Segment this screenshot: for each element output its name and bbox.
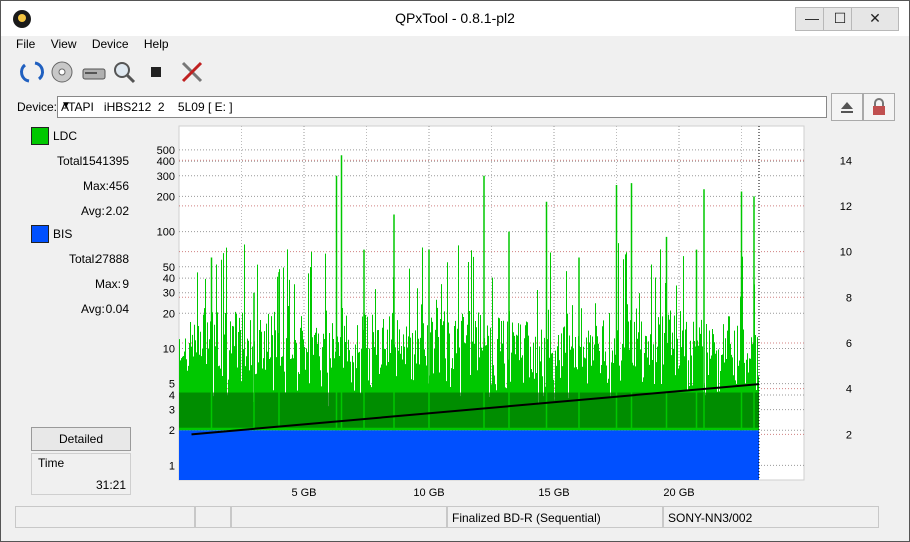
- lock-icon: [873, 98, 885, 115]
- menu-help[interactable]: Help: [143, 37, 169, 51]
- y-left-tick-label: 100: [157, 227, 175, 239]
- y-right-tick-label: 12: [840, 201, 852, 213]
- bis-avg-value: 0.04: [105, 302, 129, 316]
- ldc-label: LDC: [53, 129, 78, 143]
- ldc-avg-value: 2.02: [105, 204, 129, 218]
- y-right-tick-label: 4: [846, 384, 852, 396]
- y-left-tick-label: 500: [157, 145, 175, 157]
- y-left-tick-label: 2: [169, 425, 175, 437]
- y-left-tick-label: 400: [157, 156, 175, 168]
- disc-type-text: Finalized BD-R (Sequential): [452, 511, 601, 525]
- x-tick-label: 20 GB: [663, 487, 694, 499]
- device-select[interactable]: ATAPI iHBS212 2 5L09 [ E: ] ▼: [57, 96, 827, 118]
- time-box: Time 31:21: [31, 453, 131, 495]
- x-tick-label: 15 GB: [538, 487, 569, 499]
- time-label: Time: [38, 456, 65, 470]
- tools-icon[interactable]: [179, 59, 205, 85]
- status-bar: Finalized BD-R (Sequential) SONY-NN3/002: [15, 506, 899, 528]
- menu-file[interactable]: File: [16, 37, 36, 51]
- zoom-icon[interactable]: [111, 59, 137, 85]
- status-cell-1: [15, 506, 195, 528]
- bis-max-value: 9: [122, 277, 129, 291]
- status-cell-2: [195, 506, 231, 528]
- y-right-tick-label: 2: [846, 429, 852, 441]
- title-bar: QPxTool - 0.8.1-pl2 — ☐ ✕: [1, 1, 909, 36]
- ldc-max-value: 456: [108, 179, 129, 193]
- menu-view[interactable]: View: [50, 37, 77, 51]
- ldc-total-value: 1541395: [82, 154, 129, 168]
- speed-line: [191, 383, 760, 436]
- bis-avg-label: Avg:: [81, 302, 105, 316]
- window-title: QPxTool - 0.8.1-pl2: [395, 10, 515, 26]
- lock-button[interactable]: [863, 93, 895, 121]
- status-cell-3: [231, 506, 447, 528]
- y-left-tick-label: 30: [163, 288, 175, 300]
- bis-max-label: Max:: [95, 277, 122, 291]
- media-id-text: SONY-NN3/002: [668, 511, 753, 525]
- y-right-tick-label: 14: [840, 155, 852, 167]
- x-tick-label: 10 GB: [413, 487, 444, 499]
- y-left-tick-label: 4: [169, 390, 175, 402]
- bis-label: BIS: [53, 227, 73, 241]
- y-left-tick-label: 300: [157, 171, 175, 183]
- stop-icon[interactable]: [143, 59, 169, 85]
- eject-button[interactable]: [831, 93, 863, 121]
- ldc-max-label: Max:: [83, 179, 110, 193]
- device-row: Device: ATAPI iHBS212 2 5L09 [ E: ] ▼: [1, 93, 909, 121]
- y-right-tick-label: 6: [846, 338, 852, 350]
- ldc-total-label: Total:: [57, 154, 86, 168]
- ldc-bis-chart: 1234510203040501002003004005002468101214…: [157, 125, 852, 499]
- bis-color-swatch: [31, 225, 49, 243]
- stats-panel: LDC Total: 1541395 Max: 456 Avg: 2.02 BI…: [23, 125, 133, 497]
- y-left-tick-label: 40: [163, 273, 175, 285]
- device-label: Device:: [17, 100, 58, 114]
- eject-icon: [841, 102, 853, 113]
- close-button[interactable]: ✕: [851, 7, 899, 31]
- y-right-tick-label: 8: [846, 292, 852, 304]
- device-select-value: ATAPI iHBS212 2 5L09 [ E: ]: [61, 100, 233, 114]
- dropdown-arrow-icon[interactable]: ▼: [61, 100, 71, 111]
- bis-total-label: Total:: [69, 252, 98, 266]
- bis-bars: [179, 430, 759, 480]
- detailed-button[interactable]: Detailed: [31, 427, 131, 451]
- y-left-tick-label: 20: [163, 308, 175, 320]
- refresh-icon[interactable]: [19, 59, 45, 85]
- menu-bar: File View Device Help: [16, 37, 181, 55]
- ldc-avg-label: Avg:: [81, 204, 105, 218]
- y-left-tick-label: 10: [163, 343, 175, 355]
- y-left-tick-label: 50: [163, 262, 175, 274]
- x-tick-label: 5 GB: [291, 487, 316, 499]
- status-cell-media: SONY-NN3/002: [663, 506, 879, 528]
- menu-device[interactable]: Device: [91, 37, 129, 51]
- bis-total-value: 27888: [95, 252, 129, 266]
- y-right-tick-label: 10: [840, 247, 852, 259]
- ldc-color-swatch: [31, 127, 49, 145]
- y-left-tick-label: 1: [169, 460, 175, 472]
- y-left-tick-label: 5: [169, 379, 175, 391]
- bis-area: [179, 430, 759, 480]
- y-left-tick-label: 3: [169, 405, 175, 417]
- drive-icon[interactable]: [81, 59, 107, 85]
- chart-area: 1 2 3 4 5 10 20 30 40 50 100 200 300 400 500 2 4 6 8 10 12 14…: [149, 125, 873, 503]
- y-left-tick-label: 200: [157, 191, 175, 203]
- disc-scan-icon[interactable]: [49, 59, 75, 85]
- qpxtool-app-icon: [13, 10, 31, 28]
- time-value: 31:21: [95, 478, 126, 492]
- status-cell-disc: Finalized BD-R (Sequential): [447, 506, 663, 528]
